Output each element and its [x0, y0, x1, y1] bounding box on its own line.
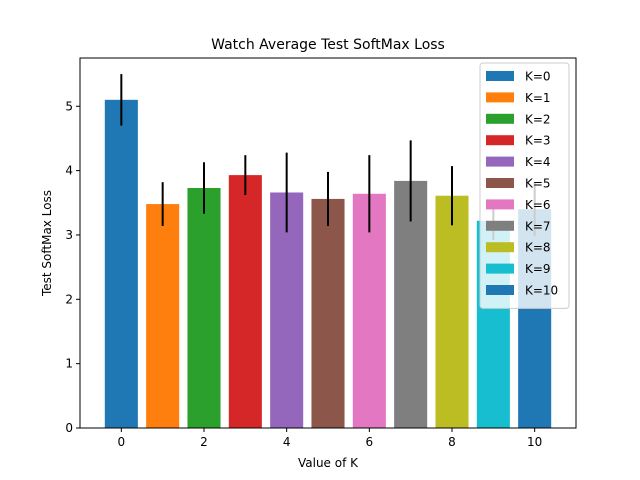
- bar-k-8: [435, 195, 469, 428]
- legend-label: K=4: [525, 155, 551, 169]
- legend-label: K=0: [525, 70, 551, 84]
- y-axis-label: Test SoftMax Loss: [40, 190, 54, 297]
- bar-k-3: [228, 175, 262, 428]
- x-tick-label: 8: [448, 435, 456, 449]
- bars-group: [104, 99, 552, 429]
- legend-label: K=6: [525, 198, 551, 212]
- legend-label: K=3: [525, 134, 551, 148]
- legend-label: K=5: [525, 177, 551, 191]
- legend-swatch: [486, 285, 514, 295]
- axes-frame: [79, 57, 577, 429]
- legend-swatch: [486, 71, 514, 81]
- y-tick-label: 1: [65, 357, 73, 371]
- legend-swatch: [486, 263, 514, 274]
- bar-k-0: [104, 99, 138, 429]
- legend-label: K=1: [525, 91, 551, 105]
- error-bars-group: [120, 74, 536, 241]
- chart-title: Watch Average Test SoftMax Loss: [211, 37, 445, 53]
- y-tick-label: 3: [65, 228, 73, 242]
- bar-k-5: [311, 198, 345, 428]
- legend-swatch: [486, 156, 514, 167]
- legend-swatch: [486, 242, 514, 253]
- legend-label: K=9: [525, 262, 551, 276]
- x-axis-label: Value of K: [298, 456, 359, 470]
- x-tick-label: 6: [366, 435, 374, 449]
- legend-swatch: [486, 113, 514, 124]
- bar-k-1: [146, 204, 180, 428]
- legend-swatch: [486, 199, 514, 210]
- bar-k-6: [352, 193, 386, 428]
- y-axis-ticks: 0 1 2 3 4 5: [65, 99, 80, 435]
- legend-label: K=8: [525, 241, 551, 255]
- y-tick-label: 2: [65, 292, 73, 306]
- legend-swatch: [486, 92, 514, 103]
- x-axis-ticks: 0 2 4 6 8 10: [118, 428, 542, 449]
- legend-swatch: [486, 135, 514, 146]
- legend-label: K=2: [525, 112, 551, 126]
- x-tick-label: 4: [283, 435, 291, 449]
- legend: K=0 K=1 K=2 K=3 K=4 K=5 K=6 K=7 K=8 K=9 K=10: [479, 62, 570, 309]
- legend-swatch: [486, 220, 514, 231]
- y-tick-label: 5: [65, 99, 73, 113]
- x-tick-label: 10: [527, 435, 542, 449]
- legend-label: K=10: [525, 284, 558, 298]
- y-tick-label: 0: [65, 421, 73, 435]
- x-tick-label: 2: [200, 435, 208, 449]
- x-tick-label: 0: [118, 435, 126, 449]
- legend-swatch: [486, 178, 514, 188]
- legend-label: K=7: [525, 219, 551, 233]
- bar-k-7: [394, 180, 428, 428]
- bar-k-2: [187, 187, 221, 428]
- y-tick-label: 4: [65, 164, 73, 178]
